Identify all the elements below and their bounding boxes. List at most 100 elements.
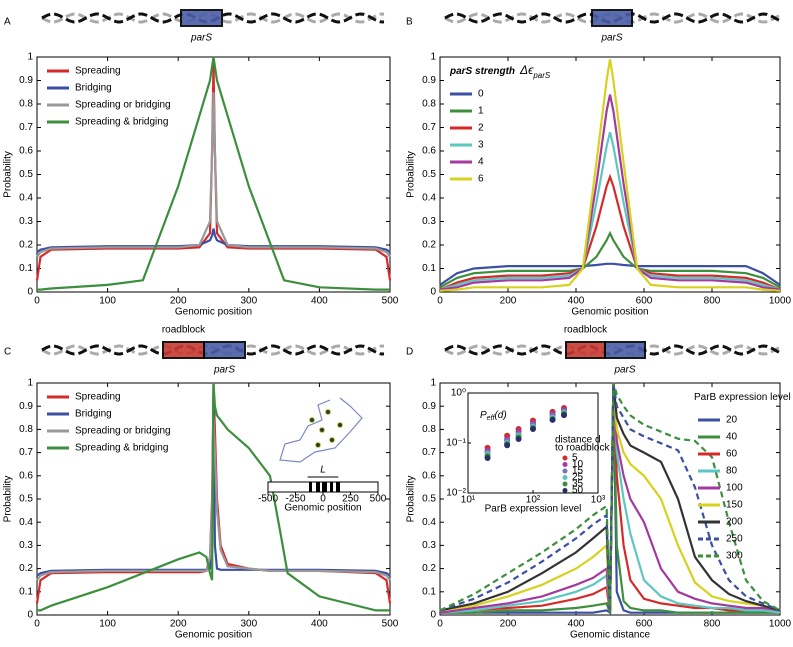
x-tick-label: 200 <box>170 619 187 630</box>
legend-title-part: parS strength <box>449 66 515 77</box>
inset-x-tick-label: 10² <box>526 495 541 506</box>
legend-label: Bridging <box>75 409 112 420</box>
inset-legend-title: to roadblock <box>555 443 610 454</box>
y-tick-label: 1 <box>27 52 33 63</box>
y-axis-label: Probability <box>406 476 417 523</box>
legend-label: 3 <box>478 140 484 151</box>
data-line <box>439 382 781 614</box>
y-tick-label: 0.4 <box>422 193 436 204</box>
inset-point <box>530 426 536 433</box>
locus-box <box>203 341 246 359</box>
inset-x-tick-label: -250 <box>285 494 305 505</box>
inset-block <box>330 482 333 492</box>
data-line <box>37 56 390 291</box>
y-tick-label: 0.4 <box>422 517 436 528</box>
inset-y-tick-label: 10⁻² <box>446 488 466 499</box>
y-tick-label: 0.9 <box>422 401 436 412</box>
inset-block <box>322 482 327 492</box>
data-line <box>37 382 390 612</box>
y-tick-label: 0.7 <box>19 122 33 133</box>
inset-legend-marker <box>562 475 568 480</box>
inset-bead <box>319 427 325 433</box>
x-tick-label: 1000 <box>769 296 792 307</box>
x-tick-label: 200 <box>500 296 517 307</box>
legend-label: 80 <box>726 466 738 477</box>
y-tick-label: 0.8 <box>422 99 436 110</box>
y-tick-label: 0.7 <box>422 122 436 133</box>
data-line <box>36 382 391 577</box>
x-tick-label: 0 <box>34 619 40 630</box>
legend-label: 2 <box>478 123 484 134</box>
legend-title-part: parS <box>532 71 551 80</box>
inset-bead <box>325 409 331 415</box>
x-tick-label: 800 <box>704 296 721 307</box>
inset-point <box>484 455 491 462</box>
locus-label: roadblock <box>564 325 608 336</box>
legend-label: Spreading <box>75 392 121 403</box>
inset-legend-label: 50 <box>572 485 584 496</box>
legend-label: 60 <box>726 449 738 460</box>
panel-letter: D <box>406 347 413 358</box>
locus-box <box>591 9 633 27</box>
legend-label: 300 <box>726 551 743 562</box>
locus-box <box>162 341 205 359</box>
y-tick-label: 0.8 <box>19 99 33 110</box>
y-tick-label: 0 <box>430 610 436 621</box>
inset-bead <box>337 422 343 428</box>
legend-label: 0 <box>478 89 484 100</box>
y-tick-label: 0.8 <box>19 424 33 435</box>
data-line <box>439 131 781 291</box>
y-tick-label: 0.3 <box>19 540 33 551</box>
y-axis-label: Probability <box>406 151 417 198</box>
inset-point <box>504 442 511 449</box>
x-tick-label: 200 <box>500 619 517 630</box>
legend-label: Bridging <box>75 83 112 94</box>
legend-label: Spreading & bridging <box>75 443 168 454</box>
x-tick-label: 500 <box>382 619 399 630</box>
y-tick-label: 1 <box>27 378 33 389</box>
y-tick-label: 0.7 <box>19 447 33 458</box>
inset-y-label-part: (d) <box>494 410 506 421</box>
y-tick-label: 0.5 <box>422 494 436 505</box>
y-tick-label: 1 <box>430 52 436 63</box>
inset-legend-marker <box>562 468 568 474</box>
inset-x-tick-label: 10¹ <box>461 495 476 506</box>
x-axis-label: Genomic distance <box>570 630 650 641</box>
legend-label: 250 <box>726 534 743 545</box>
legend-label: 100 <box>726 483 743 494</box>
data-line <box>439 382 781 614</box>
y-tick-label: 0.6 <box>422 470 436 481</box>
inset-legend-label: 10 <box>572 459 584 470</box>
y-tick-label: 0.4 <box>19 193 33 204</box>
x-tick-label: 200 <box>170 296 187 307</box>
x-tick-label: 600 <box>636 296 653 307</box>
legend-title-part: ParB expression level <box>694 392 791 403</box>
inset-x-tick-label: 10³ <box>591 495 606 506</box>
locus-label: roadblock <box>162 325 206 336</box>
x-tick-label: 0 <box>34 296 40 307</box>
y-tick-label: 0.9 <box>19 401 33 412</box>
inset-block <box>336 482 340 492</box>
inset-polymer <box>279 397 363 463</box>
x-axis-label: Genomic position <box>571 307 648 318</box>
x-axis-label: Genomic position <box>175 307 252 318</box>
legend-label: Spreading <box>75 66 121 77</box>
y-tick-label: 0.3 <box>422 540 436 551</box>
legend-title: parS strength ΔϵparS <box>449 63 551 79</box>
dna-strand <box>444 12 780 24</box>
inset-bead <box>309 417 315 423</box>
inset-point <box>561 412 568 419</box>
inset-point <box>515 436 522 443</box>
y-tick-label: 0.5 <box>19 494 33 505</box>
y-tick-label: 0.6 <box>19 470 33 481</box>
y-tick-label: 0.1 <box>422 263 436 274</box>
data-line <box>439 382 781 613</box>
inset-y-label: Peff(d) <box>480 410 507 423</box>
x-axis-label: Genomic position <box>175 630 252 641</box>
inset-legend-title: distance d <box>555 435 601 446</box>
inset-legend-marker <box>562 455 568 461</box>
y-tick-label: 0.6 <box>19 146 33 157</box>
y-tick-label: 0.9 <box>19 75 33 86</box>
x-tick-label: 1000 <box>769 619 792 630</box>
y-tick-label: 0.1 <box>19 263 33 274</box>
